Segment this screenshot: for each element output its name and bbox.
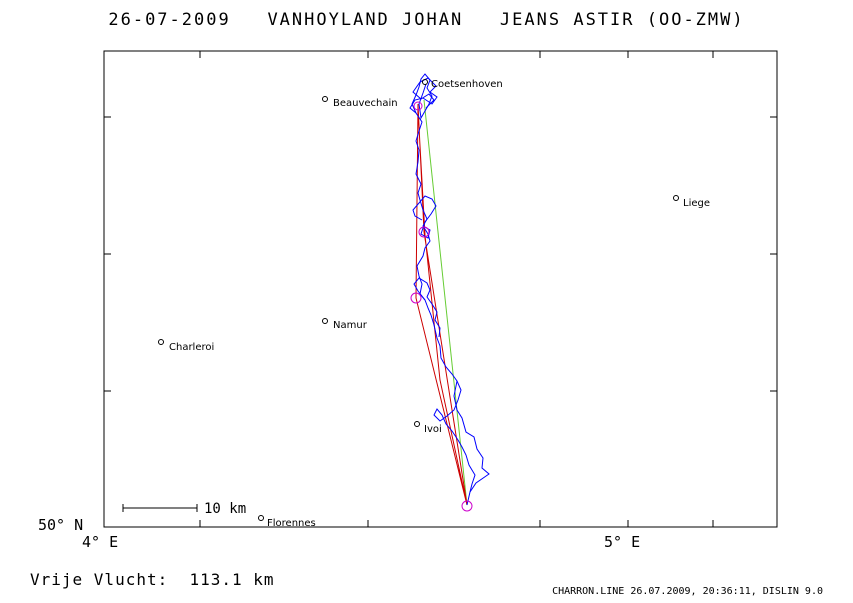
pilot-name: VANHOYLAND JOHAN (267, 10, 464, 30)
lon-label-left: 4° E (82, 533, 119, 551)
turnpoint-marker (461, 500, 473, 512)
town-label: Namur (333, 320, 368, 331)
flight-track-detail-4 (409, 77, 438, 114)
town-label: Charleroi (169, 342, 214, 353)
map-title: 26-07-2009 VANHOYLAND JOHAN JEANS ASTIR … (0, 10, 853, 30)
lon-label-right: 5° E (604, 533, 641, 551)
flight-track-detail (433, 380, 476, 493)
town-namur: Namur (322, 318, 368, 331)
distance-value: 113.1 km (189, 570, 275, 589)
task-legs (415, 103, 468, 506)
direct-line (423, 99, 468, 506)
town-beauvechain: Beauvechain (322, 96, 398, 109)
distance-label: Vrije Vlucht: (30, 570, 169, 589)
town-label: Liege (683, 198, 710, 209)
map-frame (103, 50, 778, 528)
distance-summary: Vrije Vlucht: 113.1 km (30, 570, 275, 589)
town-charleroi: Charleroi (158, 339, 214, 353)
scale-bar-label: 10 km (204, 501, 246, 517)
footer-info: CHARRON.LINE 26.07.2009, 20:36:11, DISLI… (552, 586, 823, 597)
town-label: Coetsenhoven (431, 79, 503, 90)
tick-marks (104, 51, 777, 527)
town-label: Beauvechain (333, 98, 398, 109)
turnpoint-marker (413, 101, 423, 111)
town-coetsenhoven: Coetsenhoven (422, 79, 503, 90)
town-liege: Liege (673, 195, 710, 209)
turnpoint-marker (418, 226, 430, 238)
flight-date: 26-07-2009 (108, 10, 231, 30)
scale-bar: 10 km (122, 501, 246, 517)
town-label: Ivoi (424, 424, 442, 435)
turnpoint-marker (410, 292, 422, 304)
lat-label: 50° N (38, 516, 84, 534)
flight-track-detail-3 (412, 195, 437, 239)
town-ivoi: Ivoi (414, 421, 442, 435)
flight-track-detail-2 (413, 277, 441, 338)
town-label: Florennes (267, 518, 316, 529)
glider-name: JEANS ASTIR (OO-ZMW) (499, 10, 745, 30)
town-florennes: Florennes (258, 515, 316, 529)
flight-track (411, 73, 490, 506)
